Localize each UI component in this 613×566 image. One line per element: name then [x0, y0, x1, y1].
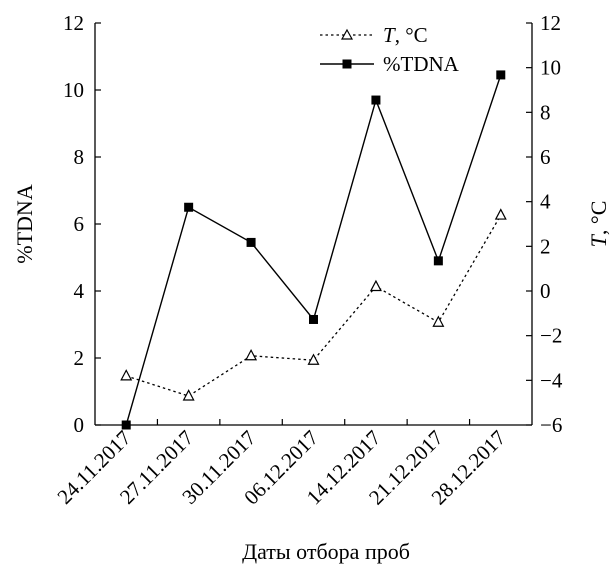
y-right-tick-label: 8 [540, 100, 551, 124]
series-layer [120, 70, 507, 430]
series-tdna [121, 70, 506, 430]
y-right-tick-label: 10 [540, 56, 561, 80]
data-point-square [496, 70, 506, 80]
legend-temp-label-var: T [383, 23, 396, 47]
legend-temp-label: T, °C [383, 23, 428, 47]
y-right-tick-label: −4 [540, 368, 563, 392]
data-point-triangle [245, 348, 258, 361]
y-right-tick-label: 2 [540, 234, 551, 258]
data-point-square [246, 237, 256, 247]
y-right-axis-title-var: T [586, 233, 611, 247]
legend: T, °C %TDNA [320, 23, 460, 76]
data-point-triangle [432, 315, 445, 327]
right-axis-ticks: −6 −4 −2 0 2 4 6 8 10 12 [526, 11, 563, 437]
y-right-tick-label: 4 [540, 190, 551, 214]
legend-tdna-label: %TDNA [383, 52, 460, 76]
y-right-tick-label: −2 [540, 324, 562, 348]
y-left-tick-label: 4 [74, 279, 85, 303]
y-left-tick-label: 8 [74, 145, 85, 169]
data-point-square [371, 95, 381, 105]
y-left-tick-label: 6 [74, 212, 85, 236]
y-left-tick-label: 2 [74, 346, 85, 370]
left-axis-ticks: 0 2 4 6 8 10 12 [63, 11, 101, 437]
legend-temp-label-unit: , °C [395, 23, 428, 47]
y-right-tick-label: −6 [540, 413, 562, 437]
y-right-axis-title: T, °C [586, 201, 611, 248]
data-point-triangle [307, 353, 320, 365]
data-point-square [121, 420, 131, 430]
y-right-tick-label: 12 [540, 11, 561, 35]
data-point-square [184, 202, 194, 212]
series-temperature [120, 208, 507, 401]
legend-temp-marker [340, 28, 354, 40]
legend-tdna-marker [342, 59, 352, 69]
series-line [125, 74, 502, 426]
data-point-triangle [120, 369, 133, 381]
y-right-tick-label: 6 [540, 145, 551, 169]
data-point-triangle [182, 389, 195, 401]
y-left-tick-label: 12 [63, 11, 84, 35]
y-left-tick-label: 0 [74, 413, 85, 437]
y-right-tick-label: 0 [540, 279, 551, 303]
data-point-triangle [369, 279, 382, 292]
data-point-square [309, 314, 318, 324]
data-point-square [433, 256, 443, 266]
x-axis-ticks: 24.11.201727.11.201730.11.201706.12.2017… [52, 419, 510, 509]
x-axis-title: Даты отбора проб [242, 539, 410, 564]
y-left-axis-title: %TDNA [12, 184, 37, 264]
y-right-axis-title-unit: , °C [586, 201, 611, 235]
data-point-triangle [494, 208, 507, 220]
y-left-tick-label: 10 [63, 78, 84, 102]
